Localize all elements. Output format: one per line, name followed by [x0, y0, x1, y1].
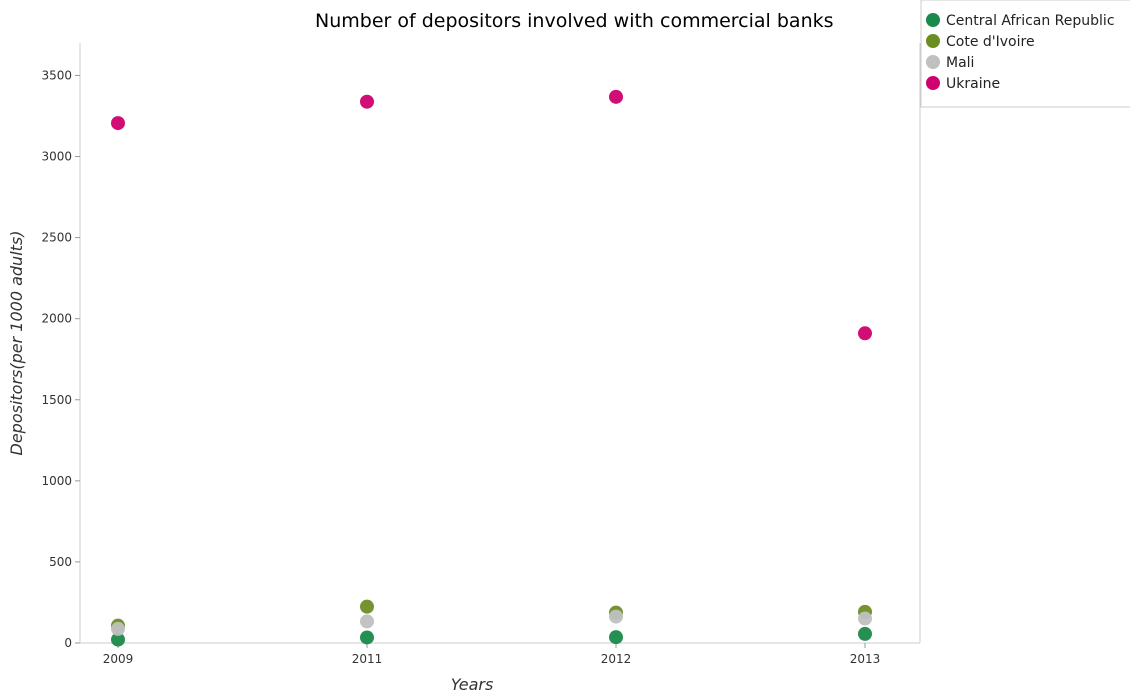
y-tick-label: 1000	[41, 474, 72, 488]
y-tick-label: 2500	[41, 231, 72, 245]
legend-marker	[926, 76, 940, 90]
point-ukraine-2009	[111, 116, 125, 131]
point-mali-2013	[858, 611, 872, 626]
legend-marker	[926, 55, 940, 69]
x-ticks: 2009 2011 2012 2013	[103, 643, 881, 666]
legend-label: Ukraine	[946, 76, 1000, 92]
y-axis-label: Depositors(per 1000 adults)	[7, 231, 26, 456]
y-tick-label: 0	[64, 636, 72, 650]
point-cote-d-ivoire-2011	[360, 599, 374, 614]
legend-marker	[926, 34, 940, 48]
point-central-african-republic-2012	[609, 630, 623, 645]
chart-title: Number of depositors involved with comme…	[315, 10, 834, 32]
legend-label: Central African Republic	[946, 13, 1115, 29]
y-tick-label: 500	[49, 555, 72, 569]
legend-label: Mali	[946, 55, 974, 71]
data-points	[111, 89, 872, 647]
x-axis-label: Years	[451, 675, 494, 694]
point-ukraine-2013	[858, 326, 872, 341]
x-tick-label: 2012	[601, 652, 632, 666]
point-mali-2012	[609, 609, 623, 624]
legend-marker	[926, 13, 940, 27]
x-tick-label: 2009	[103, 652, 134, 666]
y-tick-label: 2000	[41, 312, 72, 326]
legend-box	[920, 0, 1130, 108]
y-tick-label: 3500	[41, 68, 72, 82]
point-ukraine-2012	[609, 89, 623, 104]
point-ukraine-2011	[360, 94, 374, 109]
y-tick-label: 1500	[41, 393, 72, 407]
point-central-african-republic-2009	[111, 632, 125, 647]
y-tick-label: 3000	[41, 150, 72, 164]
legend-label: Cote d'Ivoire	[946, 34, 1035, 50]
axes	[79, 43, 921, 644]
point-mali-2009	[111, 621, 125, 636]
x-tick-label: 2011	[352, 652, 383, 666]
x-tick-label: 2013	[850, 652, 881, 666]
point-central-african-republic-2013	[858, 626, 872, 641]
point-mali-2011	[360, 614, 374, 629]
y-ticks: 0 500 1000 1500 2000 2500 3000 3500	[41, 68, 80, 650]
legend: Central African Republic Cote d'Ivoire Mal…	[920, 0, 1130, 108]
point-central-african-republic-2011	[360, 630, 374, 645]
